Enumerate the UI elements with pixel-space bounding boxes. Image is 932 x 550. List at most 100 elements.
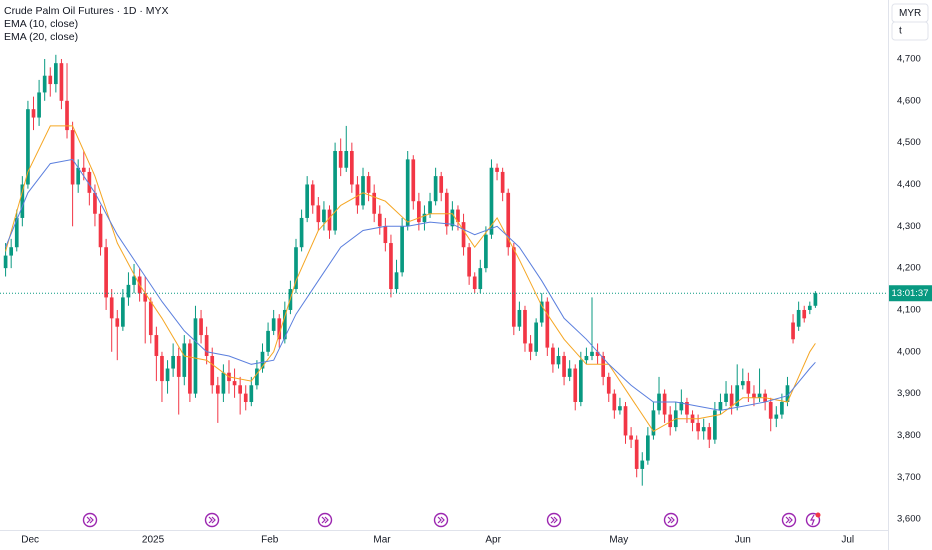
x-tick-label: Jun	[735, 535, 751, 546]
event-icon[interactable]	[781, 512, 797, 528]
legend-entry: EMA (10, close)	[4, 18, 78, 30]
candle-body	[3, 255, 8, 269]
candle-body	[316, 205, 321, 223]
event-icon[interactable]	[805, 512, 821, 528]
event-icons	[82, 512, 821, 528]
candle-body	[713, 410, 717, 440]
x-tick-label: 2025	[142, 535, 165, 546]
candle-body	[243, 393, 248, 402]
candle-body	[37, 92, 41, 118]
candle-body	[523, 309, 527, 344]
candle-body	[489, 167, 494, 235]
x-tick-label: Feb	[261, 535, 279, 546]
candle-body	[584, 355, 589, 361]
candle-body	[361, 176, 365, 206]
candle-body	[679, 401, 684, 411]
unit-button[interactable]	[891, 21, 929, 41]
ema-line	[5, 125, 816, 432]
y-tick-label: 4,500	[897, 137, 921, 148]
y-tick-label: 3,800	[897, 430, 921, 441]
candle-body	[511, 247, 516, 327]
y-tick-label: 4,300	[897, 221, 921, 232]
candle-body	[707, 427, 712, 440]
candle-body	[70, 130, 75, 185]
candle-body	[578, 360, 583, 402]
candle-body	[444, 192, 449, 227]
candle-body	[154, 335, 159, 356]
candle-body	[148, 301, 153, 336]
candle-body	[87, 171, 92, 193]
candle-body	[104, 247, 108, 298]
y-tick-label: 3,600	[897, 514, 921, 525]
candle-body	[327, 209, 332, 231]
candle-body	[366, 176, 371, 193]
candle-body	[48, 75, 53, 85]
candle-body	[662, 393, 667, 415]
candle-body	[383, 226, 388, 244]
event-icon[interactable]	[204, 512, 220, 528]
y-tick-label: 3,700	[897, 472, 921, 483]
candle-body	[729, 393, 734, 407]
candle-body	[143, 293, 148, 302]
candle-body	[467, 247, 471, 277]
last-price-badge	[889, 285, 932, 302]
candle-body	[310, 184, 315, 206]
plot-area	[0, 54, 888, 486]
candle-body	[472, 276, 477, 290]
candle-body	[612, 393, 617, 411]
event-icon[interactable]	[82, 512, 98, 528]
candle-body	[333, 151, 337, 231]
candle-body	[567, 368, 572, 377]
event-icon[interactable]	[663, 512, 679, 528]
candle-body	[740, 381, 745, 386]
candle-body	[305, 184, 310, 218]
candle-body	[618, 406, 622, 411]
candle-body	[221, 372, 226, 394]
candle-body	[696, 422, 700, 432]
candle-body	[249, 385, 254, 402]
candle-body	[752, 393, 756, 398]
currency-label[interactable]: MYR	[899, 8, 921, 19]
candle-body	[539, 301, 544, 323]
legend: Crude Palm Oil Futures · 1D · MYX EMA (1…	[4, 5, 169, 43]
candle-body	[165, 368, 170, 382]
candle-body	[76, 167, 81, 185]
event-icon[interactable]	[433, 512, 449, 528]
candle-body	[338, 151, 343, 168]
chart-title: Crude Palm Oil Futures · 1D · MYX	[4, 5, 169, 17]
candle-body	[634, 439, 639, 469]
candle-body	[724, 393, 728, 402]
candle-body	[556, 355, 561, 365]
candle-body	[461, 222, 466, 248]
candle-body	[517, 309, 522, 327]
candle-body	[132, 276, 136, 285]
candle-body	[377, 213, 382, 227]
event-icon[interactable]	[546, 512, 562, 528]
candle-body	[389, 243, 393, 290]
candle-body	[640, 460, 645, 469]
candle-body	[551, 347, 555, 365]
candle-body	[93, 192, 97, 214]
candle-body	[266, 330, 270, 352]
unit-label[interactable]: t	[899, 26, 902, 37]
candle-body	[126, 284, 131, 298]
y-tick-label: 4,200	[897, 263, 921, 274]
y-tick-label: 4,700	[897, 53, 921, 64]
candle-body	[65, 100, 69, 131]
candle-body	[439, 176, 444, 193]
candle-body	[255, 368, 259, 386]
candle-body	[668, 414, 673, 428]
legend-entry: EMA (20, close)	[4, 31, 78, 43]
candle-body	[199, 318, 203, 336]
candle-body	[394, 272, 399, 290]
candle-body	[646, 435, 650, 461]
candle-body	[422, 213, 427, 223]
candle-body	[484, 234, 488, 269]
y-tick-label: 4,400	[897, 179, 921, 190]
candle-body	[121, 297, 125, 327]
x-tick-label: Dec	[21, 535, 39, 546]
candle-body	[188, 343, 192, 394]
event-icon[interactable]	[317, 512, 333, 528]
candle-body	[210, 355, 215, 386]
